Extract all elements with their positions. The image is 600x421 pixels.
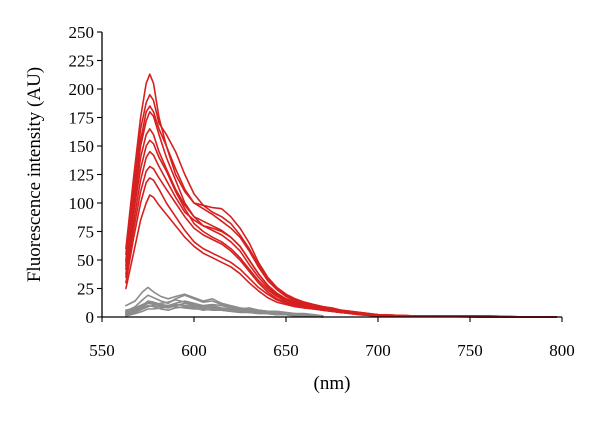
- y-tick-label: 100: [69, 194, 95, 213]
- y-axis-ticks: 0 25 50 75 100 125 150 175 200 225 250: [69, 23, 102, 327]
- y-tick-label: 75: [77, 223, 94, 242]
- y-tick-label: 225: [69, 52, 95, 71]
- y-tick-label: 125: [69, 166, 95, 185]
- gray-series-line: [125, 286, 324, 317]
- y-tick-label: 25: [77, 280, 94, 299]
- gray-series-line: [125, 299, 324, 317]
- plot-series-layer: [125, 73, 558, 318]
- axes-layer: [101, 32, 562, 318]
- y-tick-label: 150: [69, 137, 95, 156]
- red-series-line: [125, 111, 558, 318]
- y-tick-label: 250: [69, 23, 95, 42]
- y-tick-label: 50: [77, 251, 94, 270]
- red-series-line: [125, 73, 558, 318]
- gray-series-line: [125, 304, 324, 318]
- x-axis-ticks: 550 600 650 700 750 800: [89, 317, 575, 360]
- x-tick-label: 600: [181, 341, 207, 360]
- y-tick-label: 0: [86, 308, 95, 327]
- x-tick-label: 700: [365, 341, 391, 360]
- red-series-line: [125, 93, 558, 318]
- red-series-line: [125, 105, 558, 318]
- x-tick-label: 750: [457, 341, 483, 360]
- y-tick-label: 200: [69, 80, 95, 99]
- y-axis-title: Fluorescence intensity (AU): [24, 67, 45, 282]
- x-tick-label: 800: [549, 341, 575, 360]
- x-tick-label: 650: [273, 341, 299, 360]
- y-tick-label: 175: [69, 109, 95, 128]
- red-series-line: [125, 139, 558, 318]
- red-series-line: [125, 150, 558, 318]
- red-series-line: [125, 194, 558, 318]
- x-tick-label: 550: [89, 341, 115, 360]
- x-axis-title: (nm): [314, 373, 351, 394]
